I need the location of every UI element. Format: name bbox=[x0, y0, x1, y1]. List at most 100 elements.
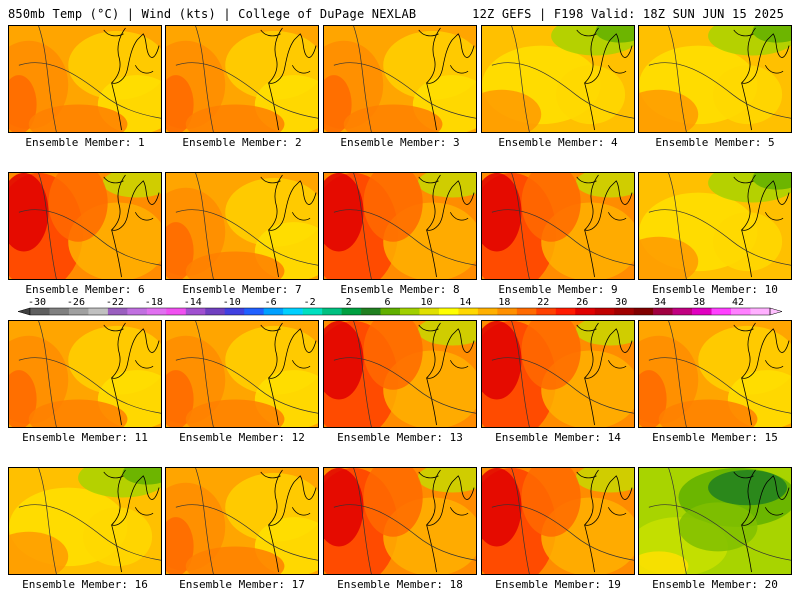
colorbar-swatch bbox=[633, 308, 654, 315]
ensemble-member-label: Ensemble Member: 15 bbox=[652, 431, 778, 444]
colorbar-tick-label: -6 bbox=[265, 297, 277, 308]
ensemble-member-label: Ensemble Member: 1 bbox=[25, 136, 145, 149]
colorbar-swatch bbox=[88, 308, 109, 315]
colorbar-tick-label: 26 bbox=[576, 297, 588, 308]
ensemble-member-label: Ensemble Member: 8 bbox=[340, 283, 460, 296]
ensemble-member-map bbox=[8, 320, 162, 428]
colorbar-swatch bbox=[614, 308, 634, 315]
colorbar-tick-label: 38 bbox=[693, 297, 705, 308]
ensemble-member-label: Ensemble Member: 7 bbox=[182, 283, 302, 296]
colorbar-swatch bbox=[127, 308, 148, 315]
colorbar-swatch bbox=[322, 308, 342, 315]
colorbar-swatch bbox=[575, 308, 596, 315]
colorbar-swatch bbox=[224, 308, 245, 315]
colorbar-tick-label: 2 bbox=[346, 297, 352, 308]
colorbar-swatch bbox=[68, 308, 89, 315]
ensemble-member-label: Ensemble Member: 17 bbox=[179, 578, 305, 591]
ensemble-member-map bbox=[323, 172, 477, 280]
colorbar-tick-label: -14 bbox=[184, 297, 202, 308]
colorbar-tick-label: -18 bbox=[145, 297, 163, 308]
colorbar-tick-label: 22 bbox=[537, 297, 549, 308]
colorbar-swatch bbox=[672, 308, 693, 315]
colorbar-right-arrow bbox=[769, 307, 783, 316]
colorbar-tick-label: -30 bbox=[28, 297, 46, 308]
temperature-colorbar: -30 -26 -22 -18 -14 -10 -6 -2 2 6 10 14 18 22 26 30 34 38… bbox=[0, 297, 800, 325]
colorbar-swatch bbox=[555, 308, 576, 315]
colorbar-swatch bbox=[107, 308, 128, 315]
colorbar-swatch bbox=[400, 308, 420, 315]
ensemble-member-label: Ensemble Member: 9 bbox=[498, 283, 618, 296]
ensemble-member-label: Ensemble Member: 3 bbox=[340, 136, 460, 149]
ensemble-member-label: Ensemble Member: 19 bbox=[495, 578, 621, 591]
colorbar-swatch bbox=[536, 308, 557, 315]
colorbar-swatch bbox=[477, 308, 498, 315]
colorbar-swatch bbox=[283, 308, 303, 315]
ensemble-member-label: Ensemble Member: 2 bbox=[182, 136, 302, 149]
colorbar-tick-label: -2 bbox=[304, 297, 316, 308]
colorbar-swatch bbox=[341, 308, 362, 315]
colorbar-tick-label: 42 bbox=[732, 297, 744, 308]
ensemble-member-map bbox=[638, 467, 792, 575]
ensemble-member-label: Ensemble Member: 12 bbox=[179, 431, 305, 444]
colorbar-tick-label: -26 bbox=[67, 297, 85, 308]
colorbar-swatch bbox=[263, 308, 284, 315]
ensemble-member-map bbox=[8, 25, 162, 133]
colorbar-tick-label: 34 bbox=[654, 297, 666, 308]
ensemble-member-label: Ensemble Member: 13 bbox=[337, 431, 463, 444]
ensemble-member-label: Ensemble Member: 11 bbox=[22, 431, 148, 444]
ensemble-member-label: Ensemble Member: 16 bbox=[22, 578, 148, 591]
colorbar-swatch bbox=[302, 308, 323, 315]
colorbar-swatch bbox=[30, 308, 50, 315]
ensemble-member-map bbox=[165, 467, 319, 575]
ensemble-member-map bbox=[8, 467, 162, 575]
colorbar-swatch bbox=[380, 308, 401, 315]
colorbar-swatch bbox=[497, 308, 518, 315]
ensemble-member-label: Ensemble Member: 6 bbox=[25, 283, 145, 296]
run-valid-time: 12Z GEFS | F198 Valid: 18Z SUN JUN 15 20… bbox=[472, 7, 784, 21]
ensemble-member-label: Ensemble Member: 14 bbox=[495, 431, 621, 444]
colorbar-swatch bbox=[516, 308, 537, 315]
ensemble-member-map bbox=[165, 320, 319, 428]
colorbar-swatch bbox=[711, 308, 732, 315]
ensemble-member-map bbox=[481, 25, 635, 133]
ensemble-member-map bbox=[481, 320, 635, 428]
ensemble-member-label: Ensemble Member: 10 bbox=[652, 283, 778, 296]
colorbar-tick-label: -22 bbox=[106, 297, 124, 308]
colorbar-swatch bbox=[166, 308, 187, 315]
colorbar-swatch bbox=[692, 308, 712, 315]
colorbar-swatch bbox=[244, 308, 264, 315]
ensemble-member-map bbox=[481, 467, 635, 575]
colorbar-swatch bbox=[185, 308, 206, 315]
colorbar-tick-label: 10 bbox=[420, 297, 432, 308]
map-title: 850mb Temp (°C) | Wind (kts) | College o… bbox=[8, 7, 417, 21]
ensemble-member-map bbox=[481, 172, 635, 280]
colorbar-swatch bbox=[205, 308, 226, 315]
colorbar-swatch bbox=[49, 308, 70, 315]
colorbar-tick-label: 14 bbox=[459, 297, 471, 308]
ensemble-member-map bbox=[638, 320, 792, 428]
ensemble-member-label: Ensemble Member: 20 bbox=[652, 578, 778, 591]
ensemble-member-map bbox=[323, 320, 477, 428]
colorbar-tick-label: 6 bbox=[385, 297, 391, 308]
colorbar-swatch bbox=[594, 308, 615, 315]
colorbar-swatch bbox=[146, 308, 167, 315]
ensemble-member-map bbox=[323, 25, 477, 133]
colorbar-swatch bbox=[419, 308, 440, 315]
ensemble-member-map bbox=[638, 25, 792, 133]
colorbar-swatch bbox=[750, 308, 771, 315]
ensemble-member-map bbox=[638, 172, 792, 280]
colorbar-swatch bbox=[438, 308, 459, 315]
colorbar-tick-label: 18 bbox=[498, 297, 510, 308]
ensemble-member-label: Ensemble Member: 18 bbox=[337, 578, 463, 591]
colorbar-swatch bbox=[653, 308, 673, 315]
colorbar-swatch bbox=[361, 308, 381, 315]
colorbar-tick-label: -10 bbox=[223, 297, 241, 308]
ensemble-member-label: Ensemble Member: 5 bbox=[655, 136, 775, 149]
colorbar-swatch bbox=[458, 308, 479, 315]
colorbar-tick-label: 30 bbox=[615, 297, 627, 308]
ensemble-member-label: Ensemble Member: 4 bbox=[498, 136, 618, 149]
ensemble-member-map bbox=[165, 172, 319, 280]
colorbar-swatch bbox=[731, 308, 751, 315]
colorbar-left-arrow bbox=[17, 307, 31, 316]
ensemble-member-map bbox=[165, 25, 319, 133]
